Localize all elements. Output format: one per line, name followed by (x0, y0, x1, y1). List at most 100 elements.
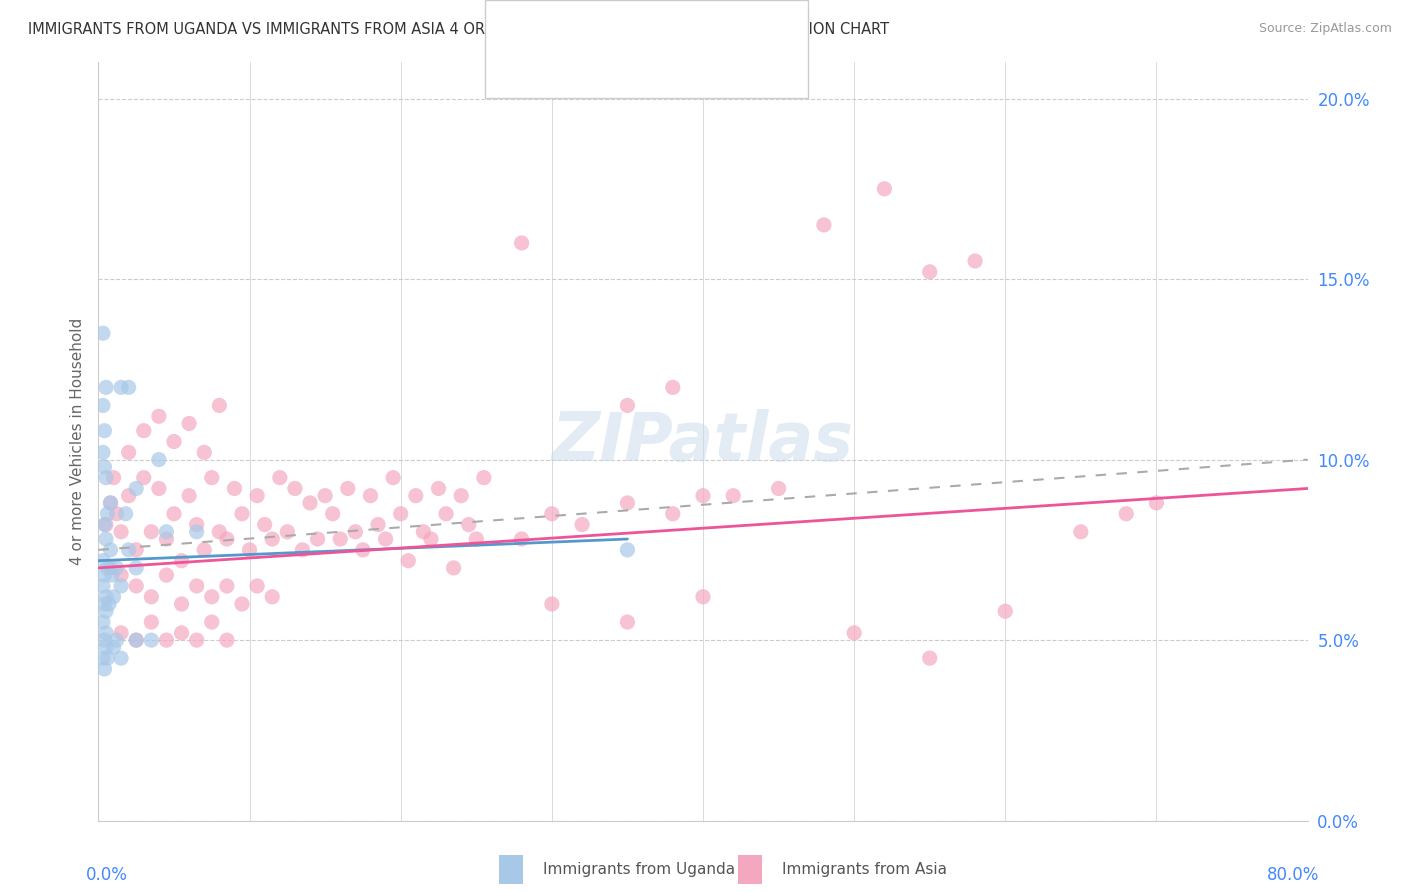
Point (1070, 524, 1092, 539)
Y-axis label: 4 or more Vehicles in Household: 4 or more Vehicles in Household (70, 318, 86, 566)
Point (215, 633, 238, 648)
Point (93, 424, 115, 438)
Point (110, 568, 132, 582)
Point (616, 542, 638, 557)
Point (540, 507, 562, 521)
Point (299, 496, 322, 510)
Point (96, 561, 118, 575)
Point (434, 507, 457, 521)
Point (367, 517, 389, 532)
Point (571, 517, 593, 532)
Point (100, 542, 122, 557)
Point (91, 615, 114, 629)
Point (540, 597, 562, 611)
Point (246, 489, 269, 503)
Point (215, 579, 238, 593)
Point (616, 615, 638, 629)
Point (389, 507, 412, 521)
Point (103, 470, 125, 484)
Point (125, 633, 148, 648)
Point (1115, 507, 1137, 521)
Text: 80.0%: 80.0% (1267, 866, 1320, 884)
Point (873, 182, 896, 196)
Point (103, 590, 125, 604)
Text: R = 0.144   N = 104: R = 0.144 N = 104 (544, 65, 725, 83)
Point (186, 579, 208, 593)
Point (118, 542, 141, 557)
Point (118, 489, 141, 503)
Point (94, 626, 117, 640)
Point (179, 489, 201, 503)
Point (91, 399, 114, 413)
Point (405, 489, 427, 503)
Point (186, 517, 208, 532)
Point (93, 633, 115, 648)
Point (336, 482, 359, 496)
Point (148, 409, 170, 424)
Point (231, 597, 253, 611)
Point (201, 470, 224, 484)
Point (307, 532, 329, 546)
Point (110, 651, 132, 665)
Point (100, 496, 122, 510)
Point (101, 568, 124, 582)
Point (94, 640, 117, 655)
Point (125, 579, 148, 593)
Point (163, 507, 186, 521)
Point (692, 489, 714, 503)
Point (93, 662, 115, 676)
Point (420, 532, 443, 546)
Point (118, 380, 141, 394)
Point (193, 445, 215, 459)
Point (110, 524, 132, 539)
Point (193, 542, 215, 557)
Point (352, 542, 374, 557)
Point (443, 561, 465, 575)
Point (396, 554, 419, 568)
Point (201, 590, 224, 604)
Point (93, 459, 115, 474)
Point (155, 633, 177, 648)
Point (125, 482, 148, 496)
Point (94, 532, 117, 546)
Point (692, 590, 714, 604)
Point (382, 470, 405, 484)
Point (91, 651, 114, 665)
Point (141, 633, 163, 648)
Point (170, 597, 193, 611)
Point (96, 507, 118, 521)
Point (105, 633, 128, 648)
Point (93, 568, 115, 582)
Point (96, 651, 118, 665)
Point (105, 561, 128, 575)
Point (141, 590, 163, 604)
Point (91, 445, 114, 459)
Text: Immigrants from Asia: Immigrants from Asia (782, 863, 946, 877)
Point (994, 604, 1017, 618)
Text: Immigrants from Uganda: Immigrants from Uganda (543, 863, 735, 877)
Point (616, 496, 638, 510)
Point (510, 235, 533, 250)
Point (239, 542, 262, 557)
Point (170, 626, 193, 640)
Point (314, 489, 336, 503)
Point (412, 524, 434, 539)
Point (94, 470, 117, 484)
Text: 0.0%: 0.0% (86, 866, 128, 884)
Point (965, 254, 987, 268)
Point (100, 496, 122, 510)
Point (661, 380, 683, 394)
Text: ZIPatlas: ZIPatlas (553, 409, 853, 475)
Point (132, 470, 155, 484)
Point (1146, 496, 1168, 510)
Point (141, 615, 163, 629)
Point (179, 417, 201, 431)
Point (105, 507, 128, 521)
Point (215, 532, 238, 546)
Point (110, 626, 132, 640)
Point (93, 597, 115, 611)
Point (284, 482, 307, 496)
Point (360, 489, 382, 503)
Point (723, 489, 745, 503)
Point (132, 424, 155, 438)
